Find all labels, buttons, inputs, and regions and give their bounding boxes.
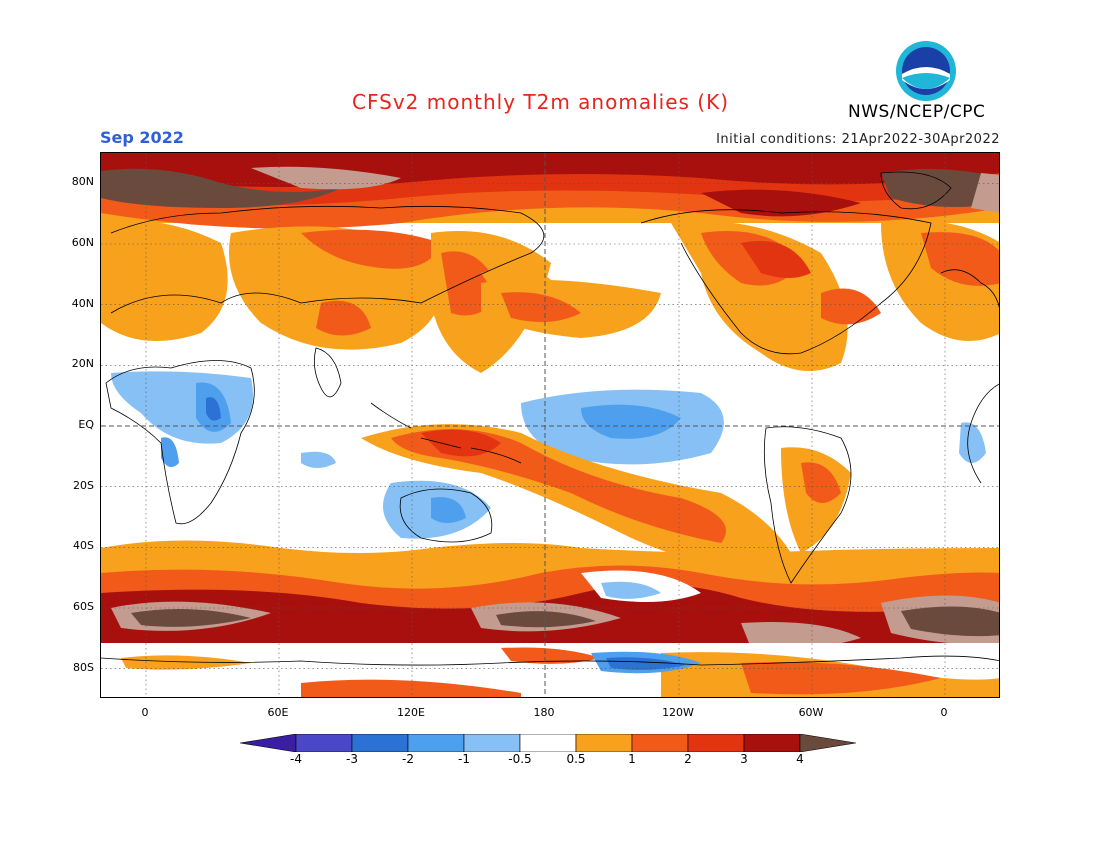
colorbar-segment	[687, 734, 745, 752]
colorbar-segment	[463, 734, 521, 752]
colorbar-segment	[631, 734, 689, 752]
forecast-month: Sep 2022	[100, 128, 184, 147]
longitude-label: 60E	[267, 706, 289, 719]
latitude-label: 80S	[73, 660, 94, 674]
agency-label: NWS/NCEP/CPC	[848, 102, 986, 122]
colorbar-max-arrow	[799, 734, 857, 752]
longitude-label: 0	[940, 706, 948, 719]
map-title: CFSv2 monthly T2m anomalies (K)	[352, 90, 729, 114]
colorbar-tick-label: -0.5	[508, 752, 532, 766]
map-gridlines	[101, 153, 999, 697]
longitude-label: 180	[533, 706, 555, 719]
colorbar-segment	[351, 734, 409, 752]
coastlines	[101, 171, 999, 666]
longitude-label: 0	[141, 706, 149, 719]
latitude-label: 60S	[73, 600, 94, 613]
colorbar-tick-label: -3	[346, 752, 358, 766]
latitude-label: 20S	[73, 478, 94, 492]
latitude-label: 40S	[73, 539, 94, 553]
colorbar-tick-label: 1	[628, 752, 636, 766]
colorbar-tick-label: -4	[290, 752, 302, 766]
colorbar-min-arrow	[240, 734, 297, 752]
colorbar	[240, 734, 857, 752]
colorbar-tick-label: 0.5	[566, 752, 586, 766]
arctic-warm-band	[101, 153, 999, 229]
colorbar-tick-label: 3	[740, 752, 748, 766]
colorbar-tick-label: -2	[402, 752, 414, 766]
colorbar-tick-label: -1	[458, 752, 470, 766]
southern-warm-bands	[101, 540, 999, 650]
antarctic-region	[101, 643, 999, 697]
initial-conditions: Initial conditions: 21Apr2022-30Apr2022	[716, 132, 1000, 147]
longitude-label: 60W	[798, 706, 824, 719]
colorbar-tick-label: 4	[796, 752, 804, 766]
longitude-label: 120W	[662, 706, 694, 719]
latitude-label: 40N	[71, 296, 94, 310]
latitude-label: EQ	[78, 418, 94, 431]
colorbar-segment	[575, 734, 633, 752]
anomaly-map	[100, 152, 1000, 698]
colorbar-segment	[407, 734, 465, 752]
latitude-label: 20N	[71, 357, 94, 371]
longitude-label: 120E	[397, 706, 425, 719]
colorbar-segment	[743, 734, 801, 752]
colorbar-segment	[519, 734, 577, 752]
colorbar-segment	[295, 734, 353, 752]
colorbar-tick-label: 2	[684, 752, 692, 766]
nh-warm-patches	[101, 220, 999, 373]
latitude-label: 60N	[71, 236, 94, 249]
latitude-label: 80N	[71, 175, 94, 189]
noaa-logo	[896, 41, 956, 101]
